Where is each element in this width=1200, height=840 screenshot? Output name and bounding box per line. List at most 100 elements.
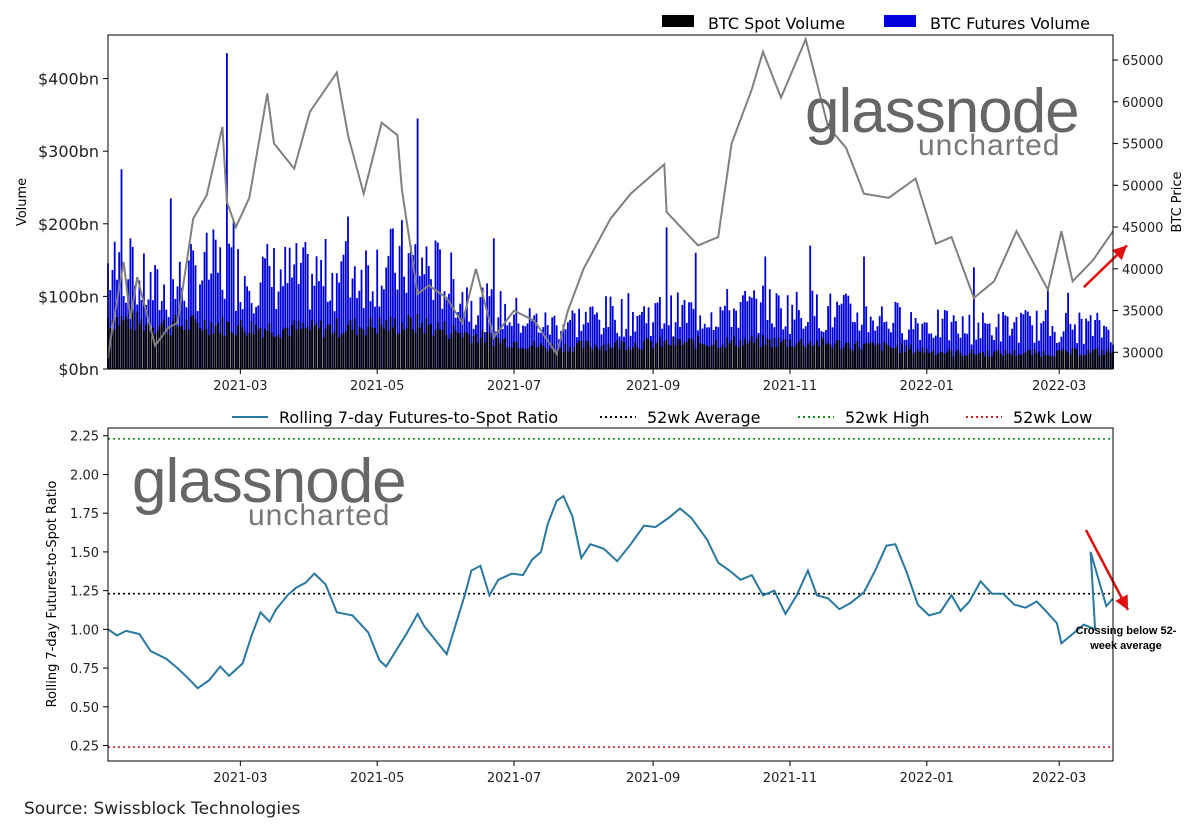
futures-volume-bar (986, 323, 989, 369)
spot-volume-bar (528, 347, 531, 369)
futures-volume-bar (392, 228, 394, 369)
spot-volume-bar (273, 336, 275, 369)
spot-volume-bar (544, 347, 547, 369)
futures-volume-bar (849, 303, 852, 369)
spot-volume-bar (165, 333, 168, 369)
futures-volume-bar (486, 283, 488, 369)
volume-y-tick-label: $400bn (38, 70, 99, 89)
futures-volume-bar (952, 315, 955, 369)
futures-volume-bar (1085, 318, 1087, 369)
futures-volume-bar (499, 291, 502, 369)
futures-volume-bar (194, 265, 197, 369)
spot-volume-bar (205, 329, 208, 369)
spot-volume-bar (863, 344, 865, 369)
spot-volume-bar (147, 322, 150, 369)
spot-volume-bar (589, 346, 592, 369)
spot-volume-bar (804, 347, 807, 369)
futures-volume-bar (573, 313, 576, 369)
spot-volume-bar (1060, 351, 1063, 369)
legend-label-ratio: Rolling 7-day Futures-to-Spot Ratio (279, 408, 558, 427)
spot-volume-bar (1107, 348, 1110, 369)
spot-volume-bar (261, 337, 264, 369)
spot-volume-bar (392, 327, 394, 369)
spot-volume-bar (313, 325, 316, 369)
spot-volume-bar (221, 316, 224, 369)
futures-volume-bar (1013, 322, 1016, 369)
spot-volume-bar (964, 355, 966, 369)
futures-volume-bar (934, 335, 937, 369)
spot-volume-bar (270, 332, 273, 369)
futures-volume-bar (436, 242, 439, 369)
futures-volume-bar (896, 302, 899, 369)
futures-volume-bar (488, 296, 491, 369)
futures-volume-bar (1031, 325, 1034, 369)
spot-volume-bar (531, 345, 533, 369)
spot-volume-bar (881, 351, 883, 369)
spot-volume-bar (706, 345, 708, 369)
volume-y-label: Volume (15, 178, 30, 226)
spot-volume-bar (475, 333, 477, 369)
spot-volume-bar (591, 349, 594, 369)
spot-volume-bar (802, 345, 805, 369)
spot-volume-bar (257, 329, 260, 369)
spot-volume-bar (398, 332, 401, 369)
spot-volume-bar (1056, 350, 1058, 369)
spot-volume-bar (1013, 350, 1016, 369)
spot-volume-bar (160, 323, 163, 369)
spot-volume-bar (946, 352, 948, 369)
spot-volume-bar (423, 333, 426, 369)
spot-volume-bar (356, 335, 358, 369)
ratio-y-tick-label: 1.00 (70, 623, 99, 638)
futures-volume-bar (625, 328, 628, 369)
spot-volume-bar (201, 330, 204, 369)
source-note: Source: Swissblock Technologies (24, 799, 301, 819)
legend-swatch-futures (884, 15, 916, 27)
spot-volume-bar (519, 348, 522, 369)
futures-volume-bar (627, 293, 630, 369)
spot-volume-bar (746, 343, 749, 369)
spot-volume-bar (578, 340, 580, 369)
spot-volume-bar (1022, 353, 1025, 369)
futures-volume-bar (1006, 316, 1009, 369)
spot-volume-bar (163, 319, 165, 369)
futures-volume-bar (578, 308, 580, 369)
spot-volume-bar (499, 342, 502, 369)
futures-volume-bar (510, 325, 513, 369)
spot-volume-bar (876, 342, 879, 369)
futures-volume-bar (261, 256, 264, 369)
spot-volume-bar (376, 333, 379, 369)
futures-volume-bar (279, 269, 282, 369)
spot-volume-bar (1062, 348, 1065, 369)
spot-volume-bar (602, 344, 605, 369)
spot-volume-bar (1015, 355, 1018, 369)
spot-volume-bar (892, 347, 895, 369)
spot-volume-bar (903, 352, 906, 369)
spot-volume-bar (679, 339, 681, 369)
spot-volume-bar (329, 324, 331, 369)
spot-volume-bar (492, 346, 495, 369)
spot-volume-bar (782, 339, 785, 369)
spot-volume-bar (856, 340, 859, 369)
futures-volume-bar (1004, 315, 1007, 369)
spot-volume-bar (948, 348, 951, 369)
futures-volume-bar (277, 291, 280, 369)
spot-volume-bar (1035, 353, 1038, 369)
spot-volume-bar (448, 338, 450, 369)
spot-volume-bar (721, 344, 724, 369)
spot-volume-bar (674, 345, 677, 369)
spot-volume-bar (762, 335, 764, 369)
spot-volume-bar (840, 349, 843, 369)
futures-volume-bar (1047, 289, 1049, 369)
spot-volume-bar (241, 327, 244, 369)
annotation-line-1: Crossing below 52- (1076, 625, 1177, 637)
spot-volume-bar (867, 343, 870, 369)
spot-volume-bar (820, 336, 823, 369)
spot-volume-bar (1082, 355, 1085, 369)
spot-volume-bar (825, 344, 827, 369)
spot-volume-bar (726, 337, 729, 369)
spot-volume-bar (324, 328, 327, 369)
spot-volume-bar (984, 356, 986, 369)
futures-volume-bar (190, 244, 192, 369)
futures-volume-bar (268, 265, 271, 369)
spot-volume-bar (264, 328, 266, 369)
